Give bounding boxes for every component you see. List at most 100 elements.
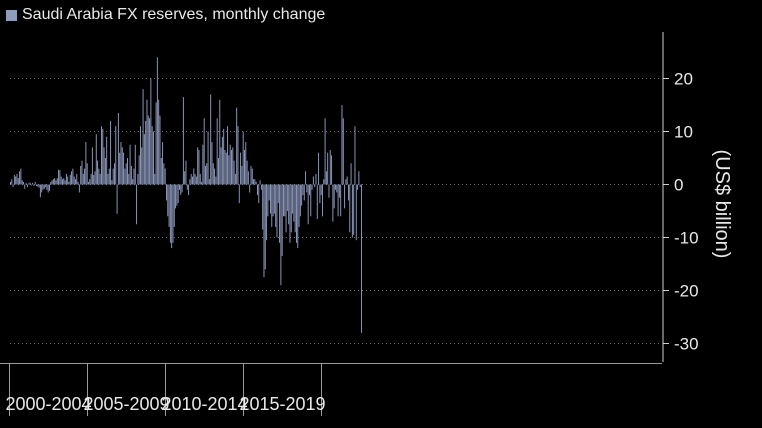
gridlines xyxy=(10,78,662,344)
bar xyxy=(50,181,52,185)
bar xyxy=(137,173,139,185)
bar xyxy=(232,147,234,185)
bar xyxy=(180,184,182,196)
bar xyxy=(249,184,251,193)
bar xyxy=(263,184,265,278)
bar xyxy=(290,184,292,233)
period-label: 2005-2009 xyxy=(83,394,169,414)
bar xyxy=(318,152,320,185)
bar xyxy=(115,126,117,185)
y-tick-label: -10 xyxy=(674,229,699,248)
bar xyxy=(84,168,86,185)
bar xyxy=(205,165,206,185)
y-tick-label: 0 xyxy=(674,176,683,195)
bar xyxy=(188,184,190,196)
bar xyxy=(164,168,166,185)
bar xyxy=(245,142,247,185)
bar xyxy=(134,144,136,185)
bar xyxy=(189,179,191,185)
bar xyxy=(336,184,338,193)
bar xyxy=(309,184,310,196)
bar xyxy=(207,131,209,185)
bar xyxy=(327,152,329,185)
bar xyxy=(58,169,60,185)
y-tick-label: -30 xyxy=(674,335,699,354)
bar xyxy=(293,184,295,222)
bar xyxy=(107,173,109,185)
bar xyxy=(312,176,314,185)
bar xyxy=(121,147,123,185)
bar xyxy=(342,118,344,185)
bar xyxy=(26,184,28,188)
bar xyxy=(17,178,19,185)
bar xyxy=(299,184,301,217)
bar xyxy=(323,179,325,185)
bar xyxy=(182,97,184,185)
bar xyxy=(229,144,231,185)
bar xyxy=(215,176,217,185)
bar xyxy=(227,126,229,185)
bar xyxy=(173,184,175,227)
bar xyxy=(13,174,15,185)
bar xyxy=(355,184,357,241)
bar xyxy=(210,94,212,185)
bar xyxy=(127,158,128,185)
bar xyxy=(150,78,152,185)
bar xyxy=(159,115,161,185)
bar xyxy=(224,150,226,185)
bar xyxy=(257,184,258,196)
bar xyxy=(46,184,48,190)
bar xyxy=(90,173,92,185)
bar xyxy=(250,165,252,185)
bar xyxy=(303,184,305,201)
bar xyxy=(146,99,148,185)
bar xyxy=(71,171,73,185)
bar xyxy=(116,184,118,214)
bar xyxy=(244,150,245,185)
bar xyxy=(124,168,126,185)
bar xyxy=(350,163,352,185)
bar xyxy=(98,168,100,185)
bar xyxy=(172,184,174,243)
bar xyxy=(149,118,151,185)
bar xyxy=(281,184,283,257)
bar xyxy=(145,120,147,185)
bar xyxy=(59,170,61,185)
bar xyxy=(221,136,223,185)
bar xyxy=(158,99,160,185)
bars xyxy=(10,57,362,333)
bar xyxy=(289,184,291,243)
bar xyxy=(332,184,334,222)
bar xyxy=(335,184,336,190)
bar xyxy=(78,184,80,193)
bar xyxy=(162,142,164,185)
bar xyxy=(338,184,340,198)
bar xyxy=(271,184,273,227)
y-axis: 20 10 0 -10 -20 -30 xyxy=(662,32,699,362)
y-tick-label: 20 xyxy=(674,70,693,89)
bar xyxy=(23,181,24,185)
bar xyxy=(202,144,204,185)
bar xyxy=(28,183,30,185)
bar xyxy=(181,184,183,193)
bar xyxy=(354,126,356,185)
bar xyxy=(89,179,91,185)
bar xyxy=(296,184,297,243)
bar xyxy=(212,163,214,185)
bar xyxy=(29,182,31,185)
bar xyxy=(333,184,335,209)
bar xyxy=(32,182,34,185)
bar xyxy=(322,184,323,217)
bar xyxy=(298,184,300,227)
bar xyxy=(264,184,266,270)
bar xyxy=(277,184,279,204)
bar xyxy=(337,184,339,217)
bar xyxy=(99,173,101,185)
bar xyxy=(203,118,205,185)
bar xyxy=(51,180,53,185)
bar xyxy=(62,179,63,185)
legend-swatch xyxy=(6,9,17,21)
bar xyxy=(171,184,173,249)
bar xyxy=(315,173,317,185)
bar xyxy=(267,184,269,217)
